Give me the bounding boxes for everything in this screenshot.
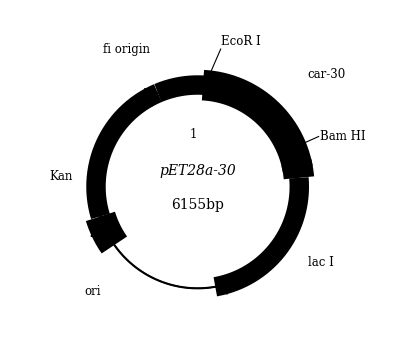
Text: fi origin: fi origin (103, 43, 150, 56)
Text: Kan: Kan (49, 170, 73, 183)
Text: lac I: lac I (308, 256, 334, 269)
Polygon shape (91, 216, 119, 237)
Polygon shape (207, 76, 219, 94)
Polygon shape (145, 89, 158, 106)
Text: ori: ori (84, 285, 101, 298)
Polygon shape (215, 275, 228, 294)
Text: Bam HI: Bam HI (320, 130, 365, 143)
Text: pET28a-30: pET28a-30 (159, 164, 236, 178)
Text: 1: 1 (189, 128, 197, 140)
Text: EcoR I: EcoR I (221, 35, 261, 48)
Text: 6155bp: 6155bp (171, 198, 224, 212)
Text: car-30: car-30 (308, 68, 346, 81)
Polygon shape (285, 150, 303, 162)
